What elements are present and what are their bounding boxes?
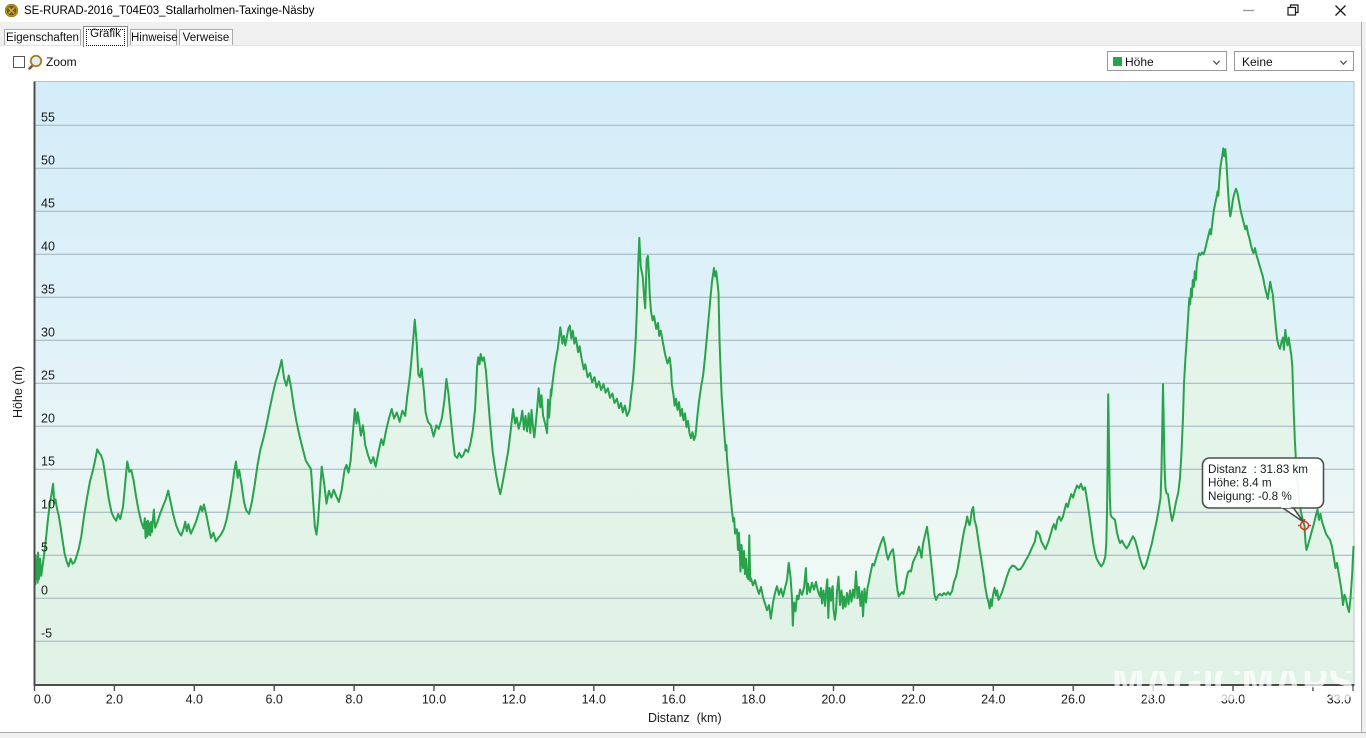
svg-text:55: 55 [41, 111, 55, 125]
svg-text:16.0: 16.0 [662, 693, 686, 707]
svg-text:30: 30 [41, 326, 55, 340]
svg-text:22.0: 22.0 [901, 693, 925, 707]
svg-text:20: 20 [41, 412, 55, 426]
svg-text:10: 10 [41, 498, 55, 512]
svg-text:35: 35 [41, 283, 55, 297]
svg-text:2.0: 2.0 [106, 693, 123, 707]
svg-text:0.0: 0.0 [34, 693, 51, 707]
svg-text:30.0: 30.0 [1221, 693, 1245, 707]
svg-text:50: 50 [41, 154, 55, 168]
svg-text:6.0: 6.0 [266, 693, 283, 707]
svg-text:MAGICMAPS: MAGICMAPS [1112, 654, 1354, 712]
svg-text:-5: -5 [41, 627, 52, 641]
svg-text:20.0: 20.0 [821, 693, 845, 707]
svg-text:14.0: 14.0 [582, 693, 606, 707]
svg-text:12.0: 12.0 [502, 693, 526, 707]
svg-text:18.0: 18.0 [741, 693, 765, 707]
svg-text:0: 0 [41, 584, 48, 598]
svg-text:26.0: 26.0 [1061, 693, 1085, 707]
svg-text:25: 25 [41, 369, 55, 383]
svg-text:Distanz (km): Distanz (km) [648, 711, 722, 725]
svg-text:Distanz : 31.83 km: Distanz : 31.83 km [1208, 463, 1308, 476]
svg-text:24.0: 24.0 [981, 693, 1005, 707]
svg-text:8.0: 8.0 [345, 693, 362, 707]
svg-text:28.0: 28.0 [1141, 693, 1165, 707]
svg-text:5: 5 [41, 541, 48, 555]
svg-text:Höhe (m): Höhe (m) [11, 366, 25, 418]
svg-text:Neigung: -0.8 %: Neigung: -0.8 % [1208, 490, 1292, 503]
svg-text:10.0: 10.0 [422, 693, 446, 707]
svg-text:45: 45 [41, 197, 55, 211]
svg-text:Höhe: 8.4 m: Höhe: 8.4 m [1208, 477, 1272, 490]
svg-text:33.0: 33.0 [1327, 693, 1351, 707]
svg-text:4.0: 4.0 [186, 693, 203, 707]
svg-text:40: 40 [41, 240, 55, 254]
svg-text:15: 15 [41, 455, 55, 469]
